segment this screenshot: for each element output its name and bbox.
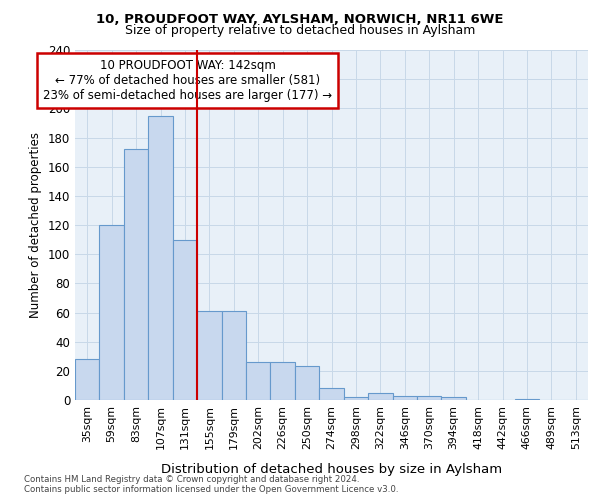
- Bar: [515, 398, 539, 400]
- Bar: [173, 240, 197, 400]
- Bar: [197, 311, 221, 400]
- Bar: [344, 397, 368, 400]
- Bar: [271, 362, 295, 400]
- Bar: [148, 116, 173, 400]
- Text: 10 PROUDFOOT WAY: 142sqm
← 77% of detached houses are smaller (581)
23% of semi-: 10 PROUDFOOT WAY: 142sqm ← 77% of detach…: [43, 59, 332, 102]
- Bar: [417, 396, 442, 400]
- Bar: [392, 396, 417, 400]
- Bar: [368, 392, 392, 400]
- Y-axis label: Number of detached properties: Number of detached properties: [29, 132, 42, 318]
- Bar: [295, 366, 319, 400]
- Bar: [100, 225, 124, 400]
- X-axis label: Distribution of detached houses by size in Aylsham: Distribution of detached houses by size …: [161, 463, 502, 476]
- Text: Contains HM Land Registry data © Crown copyright and database right 2024.: Contains HM Land Registry data © Crown c…: [24, 475, 359, 484]
- Text: Contains public sector information licensed under the Open Government Licence v3: Contains public sector information licen…: [24, 485, 398, 494]
- Text: Size of property relative to detached houses in Aylsham: Size of property relative to detached ho…: [125, 24, 475, 37]
- Bar: [75, 359, 100, 400]
- Bar: [442, 397, 466, 400]
- Bar: [319, 388, 344, 400]
- Text: 10, PROUDFOOT WAY, AYLSHAM, NORWICH, NR11 6WE: 10, PROUDFOOT WAY, AYLSHAM, NORWICH, NR1…: [96, 13, 504, 26]
- Bar: [221, 311, 246, 400]
- Bar: [124, 149, 148, 400]
- Bar: [246, 362, 271, 400]
